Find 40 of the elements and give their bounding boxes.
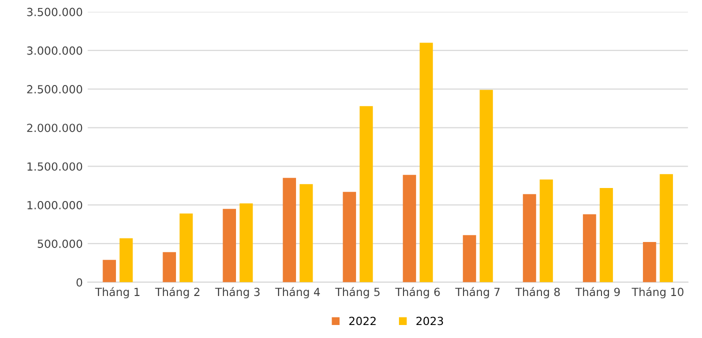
bar: [282, 178, 296, 282]
y-tick-label: 0: [76, 278, 82, 287]
bar: [162, 252, 176, 282]
bar: [462, 235, 476, 282]
x-tick-label: Tháng 5: [335, 287, 380, 298]
y-tick-label: 2.000.000: [27, 124, 82, 132]
x-tick-label: Tháng 1: [95, 287, 140, 298]
bar: [342, 192, 356, 282]
y-tick-label: 3.500.000: [27, 8, 82, 16]
bar: [420, 42, 433, 282]
x-tick-label: Tháng 6: [395, 287, 440, 298]
bar: [600, 188, 613, 282]
bar: [300, 184, 313, 282]
bar: [540, 179, 553, 282]
bar: [180, 213, 193, 282]
x-tick-label: Tháng 10: [632, 287, 684, 298]
bar: [402, 174, 416, 282]
x-tick-label: Tháng 8: [515, 287, 560, 298]
bar: [102, 260, 116, 282]
bar: [360, 106, 373, 282]
y-tick-label: 2.500.000: [27, 85, 82, 94]
legend-label: 2023: [416, 316, 444, 326]
bar: [582, 214, 596, 282]
x-tick-label: Tháng 3: [215, 287, 260, 298]
bar: [120, 238, 133, 282]
x-tick-label: Tháng 9: [575, 287, 620, 298]
x-tick-label: Tháng 4: [275, 287, 320, 298]
bar: [240, 203, 253, 282]
bar: [480, 90, 493, 282]
x-tick-label: Tháng 2: [155, 287, 200, 298]
bar: [660, 174, 673, 282]
bar: [522, 194, 536, 282]
bar: [642, 242, 656, 282]
legend-label: 2022: [349, 316, 376, 326]
y-tick-label: 500.000: [38, 240, 82, 248]
y-tick-label: 1.000.000: [28, 200, 82, 210]
x-tick-label: Tháng 7: [455, 287, 500, 298]
y-tick-label: 1.500.000: [28, 162, 82, 171]
y-tick-label: 3.000.000: [27, 46, 82, 55]
bar: [222, 208, 236, 282]
